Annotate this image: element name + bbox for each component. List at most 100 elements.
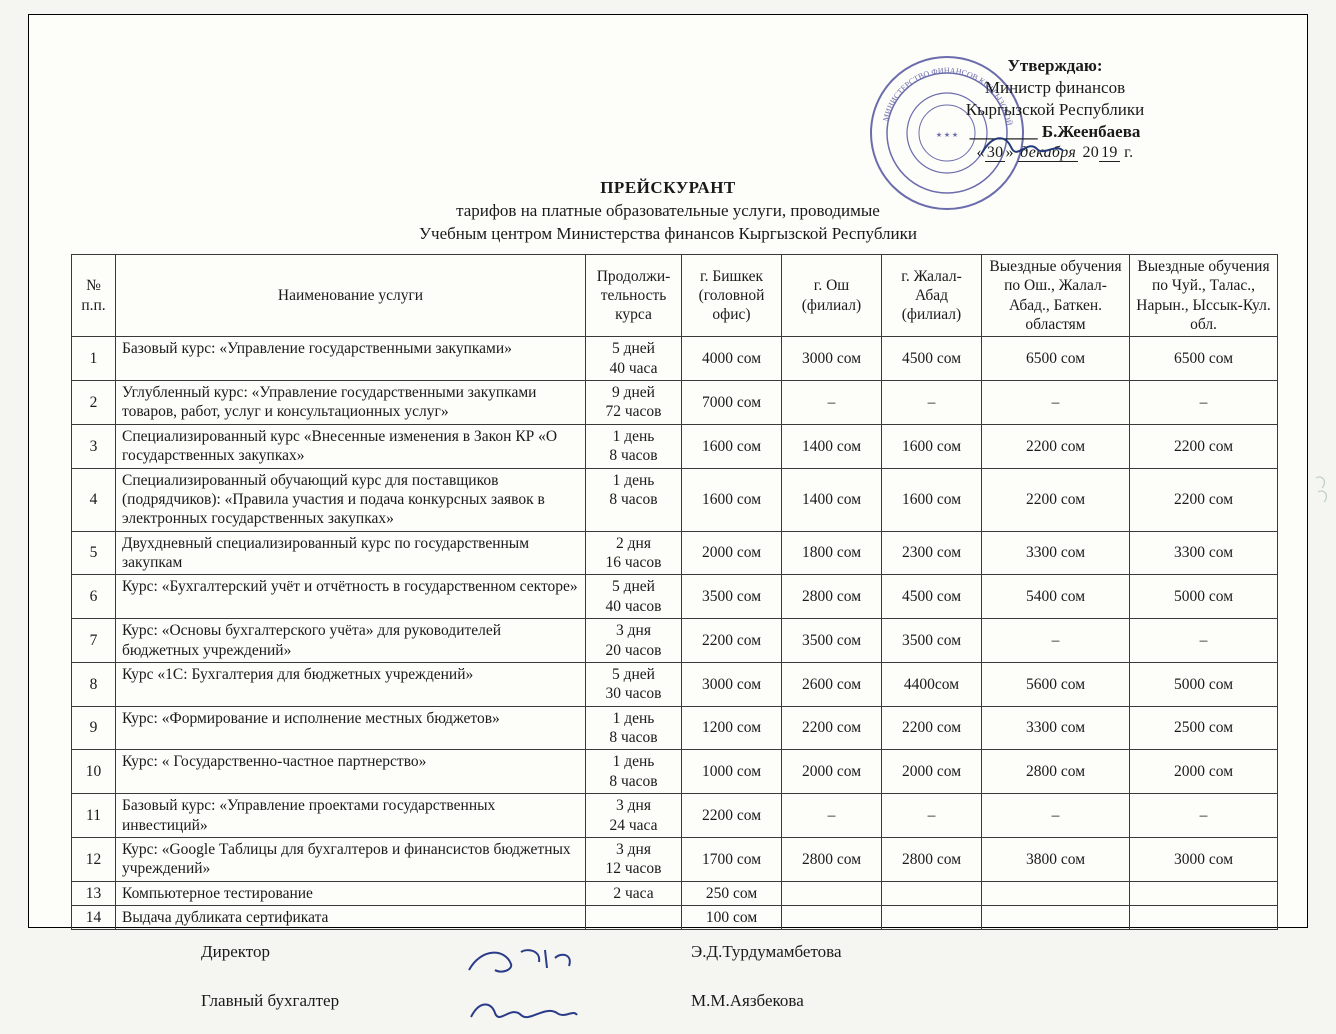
cell-price: 2200 сом [982,424,1130,468]
cell-price: 250 сом [682,881,782,905]
table-body: 1Базовый курс: «Управление государственн… [72,337,1278,930]
cell-price: 2200 сом [682,794,782,838]
cell-name: Специализированный курс «Внесенные измен… [116,424,586,468]
table-head: № п.п. Наименование услуги Продолжи­тель… [72,254,1278,337]
cell-price: 4000 сом [682,337,782,381]
cell-price: 5400 сом [982,575,1130,619]
cell-name: Двухдневный специализированный курс по г… [116,531,586,575]
table-row: 2Углубленный курс: «Управление государст… [72,381,1278,425]
cell-duration: 1 день8 часов [586,468,682,531]
cell-price: 5000 сом [1130,662,1278,706]
title-line2: Учебным центром Министерства финансов Кы… [71,223,1265,246]
cell-price: – [982,381,1130,425]
cell-num: 1 [72,337,116,381]
cell-num: 8 [72,662,116,706]
cell-price: 7000 сом [682,381,782,425]
cell-price [882,906,982,930]
cell-price: 2000 сом [682,531,782,575]
table-row: 1Базовый курс: «Управление государственн… [72,337,1278,381]
cell-price: 2200 сом [1130,468,1278,531]
cell-duration [586,906,682,930]
cell-price [782,881,882,905]
cell-price [982,881,1130,905]
cell-price: – [1130,381,1278,425]
director-name: Э.Д.Турдумамбетова [691,942,1265,985]
cell-price: 2800 сом [782,575,882,619]
cell-name: Курс: «Основы бухгалтерского учёта» для … [116,619,586,663]
cell-duration: 2 дня16 часов [586,531,682,575]
cell-price [1130,906,1278,930]
col-name: Наименование услуги [116,254,586,337]
cell-price: 1600 сом [882,468,982,531]
cell-price: – [882,794,982,838]
cell-price: 3500 сом [782,619,882,663]
col-duration: Продолжи­тельность курса [586,254,682,337]
title-main: ПРЕЙСКУРАНТ [71,177,1265,200]
cell-price [1130,881,1278,905]
cell-num: 14 [72,906,116,930]
cell-duration: 5 дней30 часов [586,662,682,706]
cell-num: 6 [72,575,116,619]
cell-price: 3000 сом [782,337,882,381]
cell-price: 2200 сом [982,468,1130,531]
cell-price: 2200 сом [1130,424,1278,468]
cell-price: – [1130,619,1278,663]
col-outreach-north: Выездные обучения по Чуй., Талас., Нарын… [1130,254,1278,337]
cell-price: 2800 сом [882,837,982,881]
cell-duration: 5 дней40 часа [586,337,682,381]
cell-num: 13 [72,881,116,905]
cell-price: 2800 сом [982,750,1130,794]
cell-price: 3300 сом [982,531,1130,575]
footer-signatures: Директор Э.Д.Турдумамбетова Главный бухг… [71,942,1265,1034]
table-row: 12Курс: «Google Таблицы для бухгалтеров … [72,837,1278,881]
cell-price: 3000 сом [682,662,782,706]
col-outreach-south: Выездные обучения по Ош., Жалал-Абад., Б… [982,254,1130,337]
director-label: Директор [201,942,461,985]
cell-price: 1600 сом [682,424,782,468]
cell-price: – [882,381,982,425]
approval-signature [977,131,1067,167]
cell-price: 100 сом [682,906,782,930]
cell-price: 2200 сом [782,706,882,750]
cell-duration: 1 день8 часов [586,424,682,468]
accountant-signature [461,991,691,1034]
cell-price [882,881,982,905]
table-row: 13Компьютерное тестирование2 часа250 сом [72,881,1278,905]
accountant-name: М.М.Аязбекова [691,991,1265,1034]
cell-name: Курс: «Бухгалтерский учёт и отчётность в… [116,575,586,619]
cell-price: 6500 сом [982,337,1130,381]
title-line1: тарифов на платные образовательные услуг… [71,200,1265,223]
cell-name: Компьютерное тестирование [116,881,586,905]
cell-price: 3300 сом [982,706,1130,750]
cell-name: Выдача дубликата сертификата [116,906,586,930]
table-row: 4Специализированный обучающий курс для п… [72,468,1278,531]
cell-duration: 9 дней72 часов [586,381,682,425]
cell-num: 12 [72,837,116,881]
cell-duration: 3 дня24 часа [586,794,682,838]
approval-label: Утверждаю: [875,55,1235,77]
cell-price: 1700 сом [682,837,782,881]
cell-num: 5 [72,531,116,575]
cell-price: 5000 сом [1130,575,1278,619]
col-jalalabad: г. Жалал-Абад (филиал) [882,254,982,337]
cell-price: 4400сом [882,662,982,706]
cell-name: Специализированный обучающий курс для по… [116,468,586,531]
cell-num: 10 [72,750,116,794]
table-row: 8Курс «1С: Бухгалтерия для бюджетных учр… [72,662,1278,706]
cell-price: 1800 сом [782,531,882,575]
cell-price: 4500 сом [882,575,982,619]
cell-price: 2800 сом [782,837,882,881]
cell-price: 4500 сом [882,337,982,381]
cell-duration: 1 день8 часов [586,750,682,794]
cell-name: Курс: « Государственно-частное партнерст… [116,750,586,794]
cell-num: 7 [72,619,116,663]
cell-price: 6500 сом [1130,337,1278,381]
cell-name: Углубленный курс: «Управление государств… [116,381,586,425]
cell-num: 4 [72,468,116,531]
cell-price: 2200 сом [882,706,982,750]
cell-duration: 3 дня20 часов [586,619,682,663]
director-signature [461,942,691,985]
cell-price: 1400 сом [782,468,882,531]
table-row: 3Специализированный курс «Внесенные изме… [72,424,1278,468]
table-row: 7Курс: «Основы бухгалтерского учёта» для… [72,619,1278,663]
